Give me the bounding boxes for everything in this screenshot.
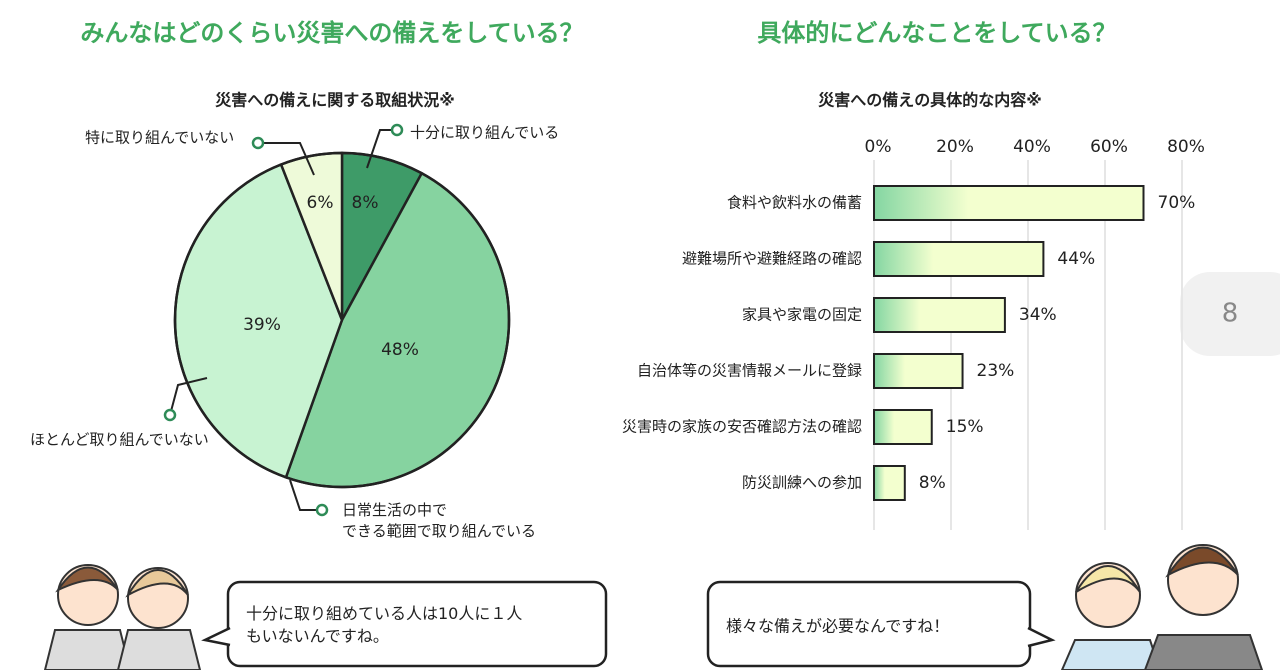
heading: 具体的にどんなことをしている？ [757,19,1116,47]
page-number: 8 [1222,299,1239,329]
bar [873,465,906,501]
category-label: ほとんど取り組んでいない [30,431,209,449]
page-tab [1180,272,1280,356]
category-label: 災害時の家族の安否確認方法の確認 [622,418,862,436]
category-label: 家具や家電の固定 [742,306,862,324]
value-label: 34% [1019,305,1057,325]
x-tick-label: 80% [1167,137,1205,157]
leader-dot [315,503,329,517]
category-label: 防災訓練への参加 [742,474,862,492]
value-label: 15% [946,417,984,437]
bar [873,241,1045,277]
pie-outline [173,151,511,489]
x-tick-label: 60% [1090,137,1128,157]
category-label: 自治体等の災害情報メールに登録 [637,362,862,380]
leader-dot [390,123,404,137]
bar [873,409,933,445]
x-tick-label: 0% [865,137,892,157]
value-label: 44% [1057,249,1095,269]
category-label: 避難場所や避難経路の確認 [682,250,862,268]
category-label: 食料や飲料水の備蓄 [727,194,862,212]
bar [873,185,1145,221]
category-label: 特に取り組んでいない [85,129,234,147]
bar [873,353,964,389]
value-label: 8% [919,473,946,493]
value-label: 39% [243,315,281,335]
leader-line [258,142,315,176]
value-label: 23% [977,361,1015,381]
illustration [43,544,1264,670]
speech-bubble [201,580,608,668]
leader-line [289,479,322,511]
x-tick-label: 20% [936,137,974,157]
bubble-text: 様々な備えが必要なんですね！ [726,617,949,636]
leader-dot [163,408,177,422]
category-label: 十分に取り組んでいる [410,124,559,142]
speech-bubble [706,580,1056,668]
value-label: 6% [307,193,334,213]
bubble-text: 十分に取り組めている人は10人に１人もいないんですね。 [246,604,522,645]
value-label: 70% [1158,193,1196,213]
value-label: 8% [352,193,379,213]
heading: みんなはどのくらい災害への備えをしている？ [80,19,583,47]
leader-line [169,377,208,416]
chart-title: 災害への備えの具体的な内容※ [818,91,1042,110]
bar [873,297,1006,333]
leader-dot [251,136,265,150]
value-label: 48% [381,340,419,360]
chart-title: 災害への備えに関する取組状況※ [215,91,455,110]
category-label: 日常生活の中でできる範囲で取り組んでいる [342,501,536,540]
x-tick-label: 40% [1013,137,1051,157]
